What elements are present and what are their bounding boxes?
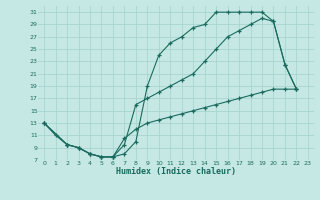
X-axis label: Humidex (Indice chaleur): Humidex (Indice chaleur) <box>116 167 236 176</box>
